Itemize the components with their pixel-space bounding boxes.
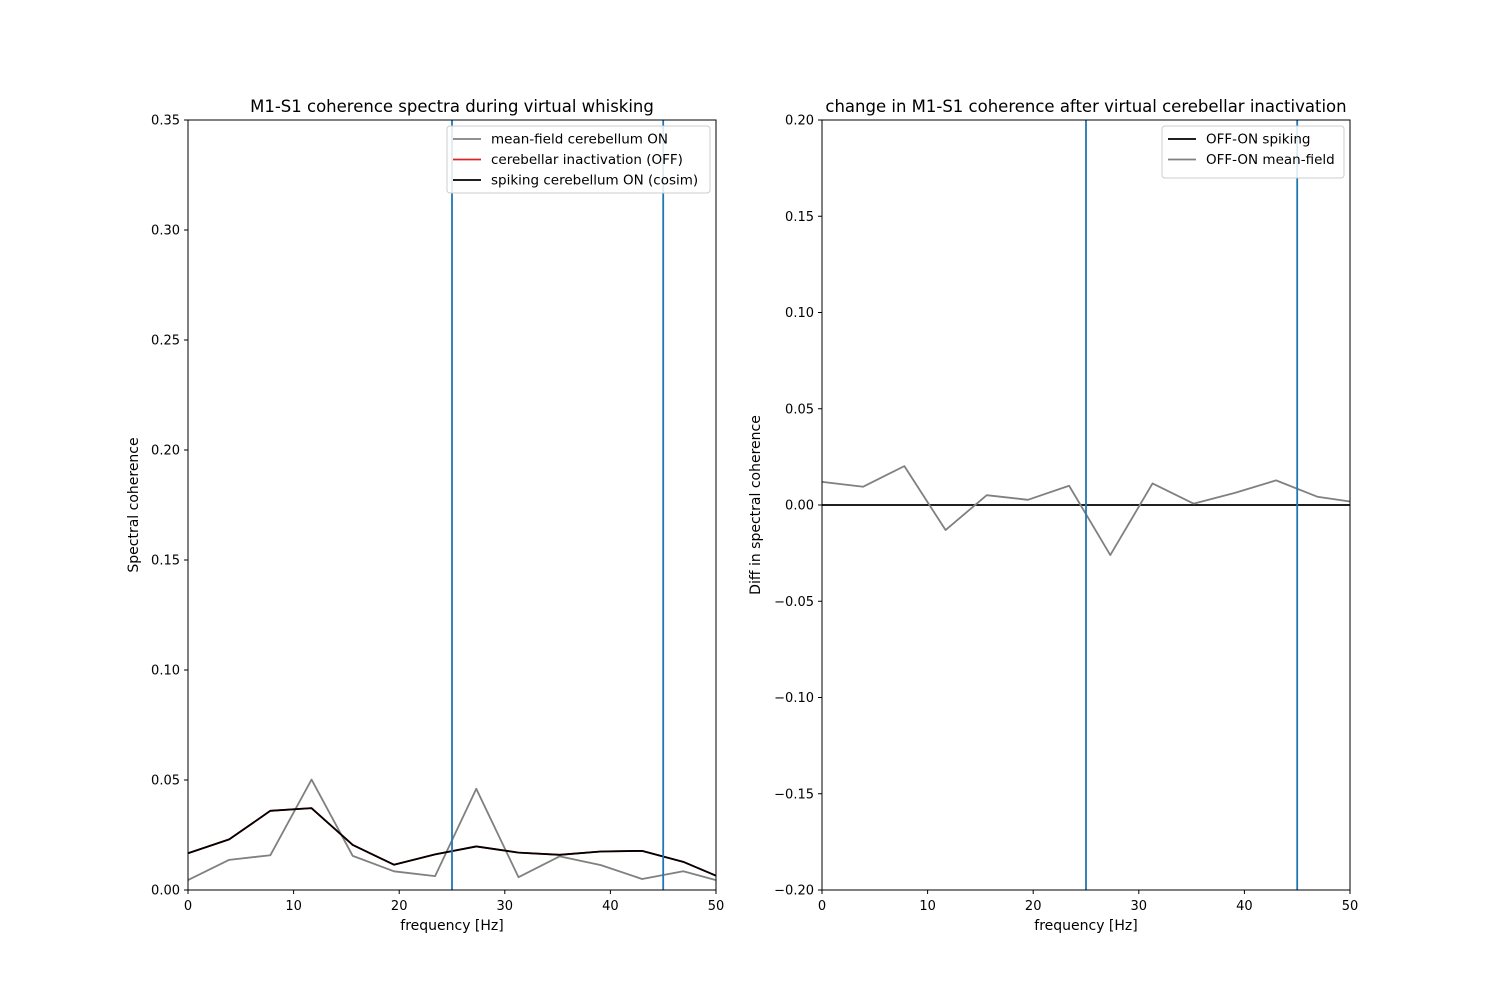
coherence-difference-x-tick-label: 40	[1236, 899, 1253, 914]
coherence-difference-ticks: 0 10 20 30 40 50 −0.20 −0.15 −0.10 −0.05 0.00 0.05 0…	[774, 114, 1358, 915]
coherence-spectra-x-axis-label: frequency [Hz]	[400, 918, 503, 934]
coherence-spectra-legend: mean-field cerebellum ON cerebellar inact…	[446, 125, 711, 194]
coherence-spectra-axes-frame	[187, 119, 717, 891]
coherence-spectra-y-tick-label: 0.05	[151, 774, 180, 789]
coherence-difference-y-tick-label: −0.15	[774, 787, 814, 802]
coherence-difference-x-tick-label: 20	[1025, 899, 1042, 914]
coherence-spectra-plot-area	[187, 120, 717, 890]
coherence-spectra-y-tick-label: 0.25	[151, 334, 180, 349]
coherence-difference-plot-area	[821, 120, 1351, 890]
coherence-difference-y-tick-label: 0.00	[785, 499, 814, 514]
coherence-difference-series-line-2	[821, 465, 1351, 556]
coherence-difference-y-tick-label: 0.10	[785, 306, 814, 321]
coherence-difference-title: change in M1-S1 coherence after virtual …	[825, 97, 1346, 116]
coherence-difference-y-tick-label: −0.05	[774, 595, 814, 610]
coherence-spectra-x-tick-label: 10	[285, 899, 302, 914]
coherence-spectra-legend-box	[446, 125, 711, 194]
coherence-spectra-legend-label-3: spiking cerebellum ON (cosim)	[491, 173, 698, 189]
coherence-difference-legend-label-1: OFF-ON spiking	[1206, 132, 1310, 148]
coherence-spectra-y-tick-label: 0.20	[151, 444, 180, 459]
coherence-spectra-legend-label-2: cerebellar inactivation (OFF)	[491, 152, 683, 168]
coherence-spectra-legend-label-1: mean-field cerebellum ON	[491, 132, 668, 148]
coherence-difference-x-tick-label: 10	[919, 899, 936, 914]
coherence-difference-y-tick-label: −0.20	[774, 884, 814, 899]
coherence-spectra-x-tick-label: 40	[602, 899, 619, 914]
coherence-spectra-x-tick-label: 50	[708, 899, 725, 914]
coherence-difference-legend: OFF-ON spiking OFF-ON mean-field	[1161, 125, 1345, 179]
coherence-spectra-y-tick-label: 0.35	[151, 114, 180, 129]
coherence-difference-y-tick-label: 0.20	[785, 114, 814, 129]
coherence-difference-y-tick-label: 0.15	[785, 210, 814, 225]
coherence-difference-legend-box	[1161, 125, 1345, 179]
coherence-spectra-title: M1-S1 coherence spectra during virtual w…	[250, 97, 654, 116]
coherence-difference-x-tick-label: 30	[1131, 899, 1148, 914]
coherence-spectra-y-tick-label: 0.30	[151, 224, 180, 239]
coherence-difference-chart: 0 10 20 30 40 50 −0.20 −0.15 −0.10 −0.05 0.00 0.05 0…	[748, 97, 1358, 934]
coherence-spectra-series-line-3	[187, 807, 717, 877]
coherence-difference-legend-label-2: OFF-ON mean-field	[1206, 152, 1335, 168]
coherence-spectra-x-tick-label: 20	[391, 899, 408, 914]
coherence-spectra-y-tick-label: 0.15	[151, 554, 180, 569]
coherence-difference-y-tick-label: 0.05	[785, 402, 814, 417]
coherence-difference-x-axis-label: frequency [Hz]	[1034, 918, 1137, 934]
coherence-spectra-chart: 0 10 20 30 40 50 0.00 0.05 0.10 0.15 0.20 0.25 0.30 0…	[126, 97, 724, 934]
coherence-spectra-y-tick-label: 0.00	[151, 884, 180, 899]
coherence-difference-x-tick-label: 50	[1342, 899, 1359, 914]
coherence-spectra-x-tick-label: 0	[184, 899, 192, 914]
coherence-spectra-series-line-1	[187, 778, 717, 881]
coherence-spectra-y-tick-label: 0.10	[151, 664, 180, 679]
coherence-spectra-x-tick-label: 30	[497, 899, 514, 914]
coherence-difference-y-tick-label: −0.10	[774, 691, 814, 706]
coherence-difference-y-axis-label: Diff in spectral coherence	[748, 415, 764, 595]
coherence-spectra-ticks: 0 10 20 30 40 50 0.00 0.05 0.10 0.15 0.20 0.25 0.30 0…	[151, 114, 724, 915]
coherence-difference-x-tick-label: 0	[818, 899, 826, 914]
coherence-spectra-y-axis-label: Spectral coherence	[126, 437, 142, 572]
